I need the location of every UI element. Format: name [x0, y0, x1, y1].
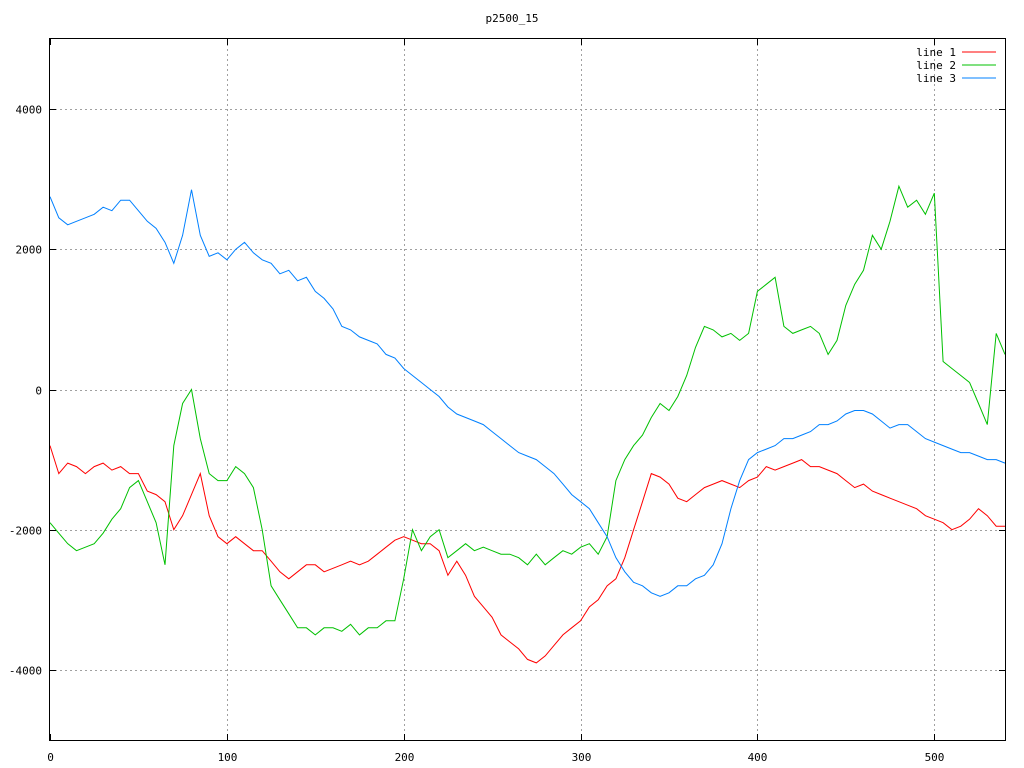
y-tick-label: -4000 [9, 665, 42, 678]
y-tick-label: 2000 [16, 244, 43, 257]
series-layer [49, 184, 1006, 664]
series-line-3 [49, 189, 1006, 597]
grid [50, 39, 1005, 740]
x-tick-label: 300 [572, 751, 592, 764]
series-line-1 [49, 445, 1005, 664]
x-tick-label: 200 [395, 751, 415, 764]
chart-title: p2500_15 [486, 12, 539, 25]
x-tick-label: 500 [925, 751, 945, 764]
x-tick-label: 0 [47, 751, 54, 764]
x-tick-label: 100 [218, 751, 238, 764]
y-tick-label: -2000 [9, 525, 42, 538]
ticks: 0 100 200 300 400 500 -4000 -2000 0 2000 4000 [9, 39, 1005, 764]
legend-label-2: line 2 [916, 59, 956, 72]
y-tick-label: 4000 [16, 104, 43, 117]
legend-label-3: line 3 [916, 72, 956, 85]
plot-frame [49, 38, 1006, 741]
legend-label-1: line 1 [916, 46, 956, 59]
x-tick-label: 400 [748, 751, 768, 764]
series-line-2 [49, 184, 1006, 636]
y-tick-label: 0 [35, 385, 42, 398]
